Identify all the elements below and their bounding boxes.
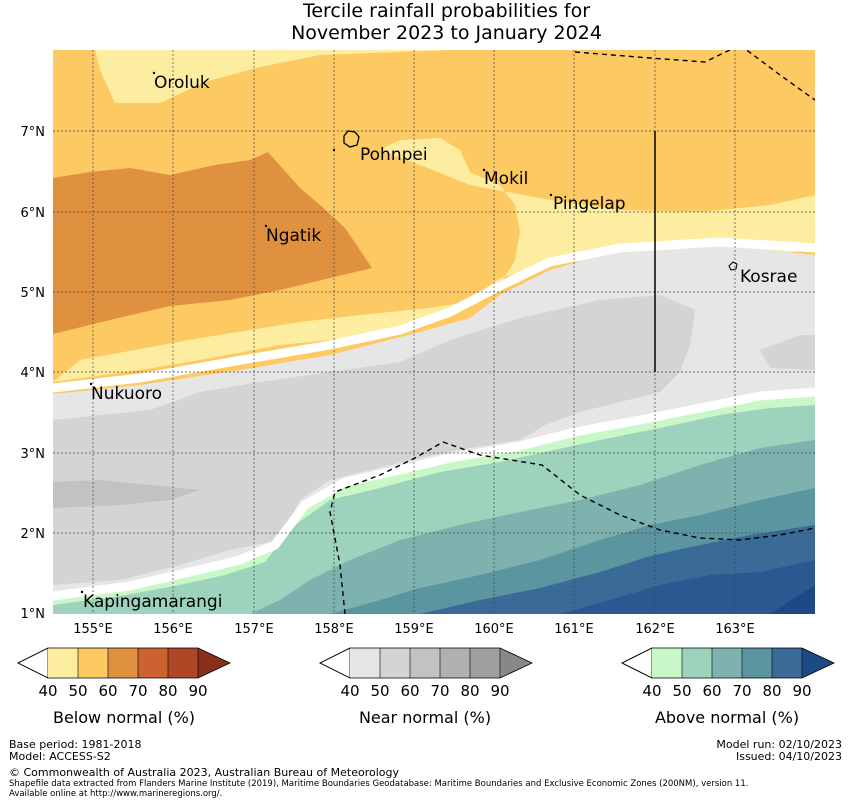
kosrae-island-shape bbox=[728, 261, 738, 271]
label-pingelap: Pingelap bbox=[553, 194, 626, 214]
legend-above-swatch bbox=[682, 648, 712, 678]
legend-tick: 60 bbox=[400, 682, 419, 700]
map-area: Oroluk Pohnpei Mokil Pingelap Ngatik Kos… bbox=[53, 50, 815, 614]
copyright: © Commonwealth of Australia 2023, Austra… bbox=[9, 766, 399, 779]
lat-tick: 2°N bbox=[21, 527, 46, 542]
legend-near-swatch bbox=[410, 648, 440, 678]
title-line-1: Tercile rainfall probabilities for bbox=[302, 0, 591, 22]
legend-near-title: Near normal (%) bbox=[359, 708, 491, 727]
legend-above-swatch bbox=[652, 648, 682, 678]
legend-near-normal: 40 50 60 70 80 90 Near normal (%) bbox=[319, 647, 533, 727]
legend-near-swatch bbox=[380, 648, 410, 678]
legend-below-swatch bbox=[78, 648, 108, 678]
lon-tick: 163°E bbox=[715, 622, 755, 637]
zone-near-50 bbox=[53, 295, 695, 585]
lat-tick: 4°N bbox=[21, 366, 46, 381]
zone-below-40-top bbox=[53, 50, 450, 103]
eez-boundaries bbox=[329, 50, 815, 614]
lat-tick: 7°N bbox=[21, 125, 46, 140]
legend-tick: 60 bbox=[702, 682, 721, 700]
legend-tick: 60 bbox=[98, 682, 117, 700]
legend-near-swatch bbox=[470, 648, 500, 678]
legend-tick: 50 bbox=[68, 682, 87, 700]
base-period: Base period: 1981-2018 bbox=[9, 738, 142, 751]
lon-tick: 160°E bbox=[474, 622, 514, 637]
label-kosrae: Kosrae bbox=[740, 267, 797, 287]
category-divider-1 bbox=[53, 237, 815, 393]
legend-tick: 80 bbox=[460, 682, 479, 700]
legend-tick: 50 bbox=[672, 682, 691, 700]
legend-tick: 80 bbox=[158, 682, 177, 700]
zone-below-60 bbox=[53, 152, 372, 334]
legend-below-swatch bbox=[48, 648, 78, 678]
legend-below-normal: 40 50 60 70 80 90 Below normal (%) bbox=[17, 647, 231, 727]
legend-below-swatch bbox=[108, 648, 138, 678]
zone-near-60 bbox=[53, 480, 200, 508]
gridlines bbox=[53, 50, 815, 614]
island-markers bbox=[80, 71, 553, 594]
lon-tick: 161°E bbox=[554, 622, 594, 637]
legend-near-swatch bbox=[350, 648, 380, 678]
zone-near-40-east bbox=[760, 335, 815, 370]
legend-tick: 40 bbox=[38, 682, 57, 700]
zone-above-90 bbox=[560, 560, 815, 614]
legend-below-title: Below normal (%) bbox=[53, 708, 195, 727]
legend-above-swatch bbox=[712, 648, 742, 678]
legend-above-title: Above normal (%) bbox=[655, 708, 799, 727]
legend-near-swatch bbox=[500, 648, 532, 678]
category-divider-2 bbox=[53, 387, 815, 601]
legend-below-swatch bbox=[168, 648, 198, 678]
legend-below-swatch bbox=[138, 648, 168, 678]
pohnpei-island-shape bbox=[343, 130, 360, 148]
label-oroluk: Oroluk bbox=[154, 73, 210, 93]
lon-tick: 159°E bbox=[394, 622, 434, 637]
legend-tick: 80 bbox=[762, 682, 781, 700]
legend-above-swatch bbox=[772, 648, 802, 678]
lon-tick: 162°E bbox=[635, 622, 675, 637]
lat-tick: 1°N bbox=[21, 607, 46, 622]
lon-tick: 155°E bbox=[73, 622, 113, 637]
legend-near-swatch bbox=[440, 648, 470, 678]
legend-tick: 40 bbox=[642, 682, 661, 700]
legend-tick: 70 bbox=[430, 682, 449, 700]
lat-tick: 3°N bbox=[21, 447, 46, 462]
lat-tick: 5°N bbox=[21, 286, 46, 301]
legend-tick: 70 bbox=[128, 682, 147, 700]
legend-above-swatch bbox=[742, 648, 772, 678]
label-pohnpei: Pohnpei bbox=[360, 145, 428, 165]
model-name: Model: ACCESS-S2 bbox=[9, 750, 111, 763]
legend-tick: 90 bbox=[188, 682, 207, 700]
model-run: Model run: 02/10/2023 bbox=[716, 738, 842, 751]
legend-above-swatch bbox=[802, 648, 834, 678]
title-line-2: November 2023 to January 2024 bbox=[291, 22, 602, 44]
legend-tick: 90 bbox=[490, 682, 509, 700]
available-online: Available online at http://www.marinereg… bbox=[9, 789, 223, 799]
zone-above-max bbox=[770, 585, 815, 614]
legend-tick: 50 bbox=[370, 682, 389, 700]
lat-axis: 7°N 6°N 5°N 4°N 3°N 2°N 1°N bbox=[21, 125, 46, 622]
issued-date: Issued: 04/10/2023 bbox=[735, 750, 842, 763]
lon-tick: 157°E bbox=[234, 622, 274, 637]
label-ngatik: Ngatik bbox=[266, 226, 321, 246]
legend-above-normal: 40 50 60 70 80 90 Above normal (%) bbox=[621, 647, 835, 727]
lon-tick: 156°E bbox=[153, 622, 193, 637]
legend-tick: 70 bbox=[732, 682, 751, 700]
lat-tick: 6°N bbox=[21, 206, 46, 221]
lon-axis: 155°E 156°E 157°E 158°E 159°E 160°E 161°… bbox=[73, 622, 755, 637]
zone-below-40 bbox=[53, 138, 815, 382]
label-kapingamarangi: Kapingamarangi bbox=[83, 592, 222, 612]
label-mokil: Mokil bbox=[484, 169, 528, 189]
label-nukuoro: Nukuoro bbox=[91, 384, 162, 404]
legend-tick: 40 bbox=[340, 682, 359, 700]
shapefile-credit: Shapefile data extracted from Flanders M… bbox=[9, 779, 749, 789]
lon-tick: 158°E bbox=[314, 622, 354, 637]
legend-tick: 90 bbox=[792, 682, 811, 700]
legend-below-swatch bbox=[198, 648, 230, 678]
